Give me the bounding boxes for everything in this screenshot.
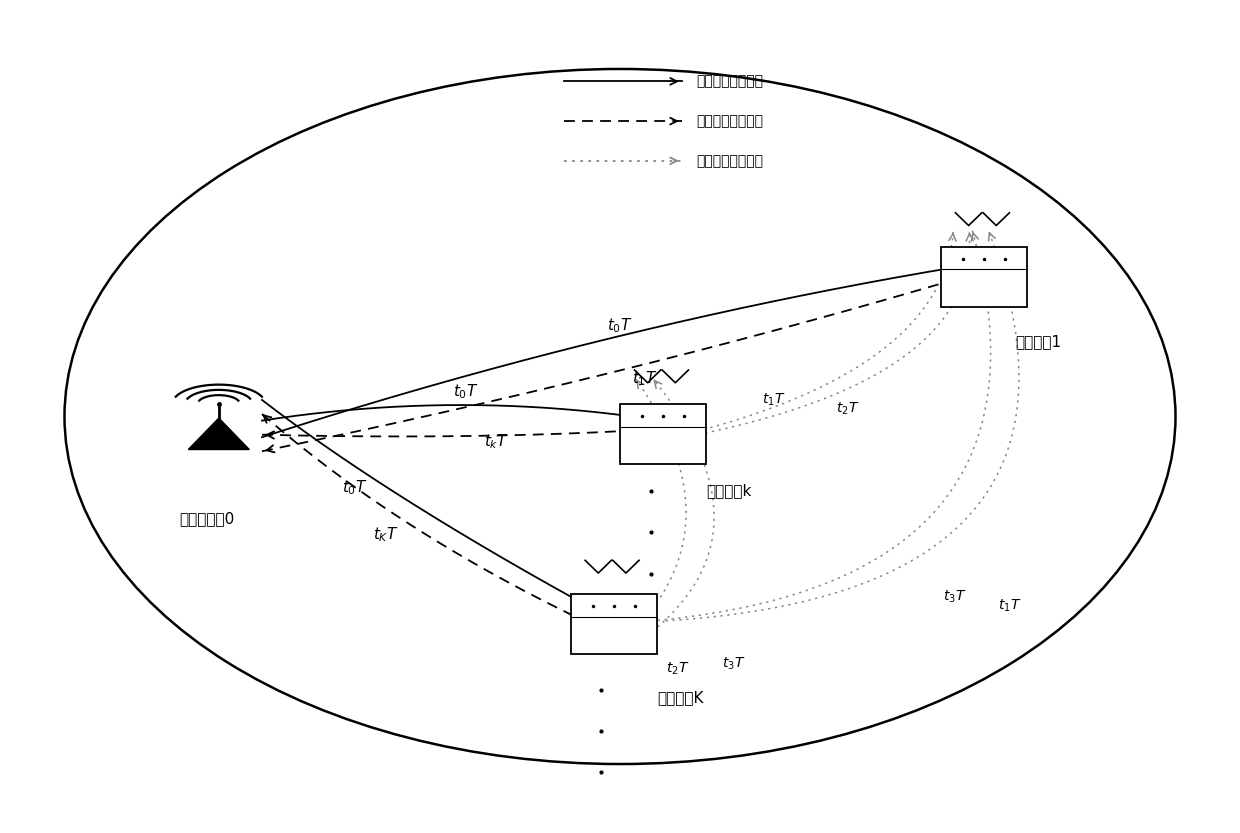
Text: $t_3T$: $t_3T$	[723, 656, 745, 671]
Text: $t_1T$: $t_1T$	[998, 597, 1021, 614]
Text: $t_0T$: $t_0T$	[608, 317, 632, 335]
FancyBboxPatch shape	[570, 594, 657, 654]
Text: $t_3T$: $t_3T$	[944, 588, 967, 605]
Text: $t_1T$: $t_1T$	[632, 369, 657, 388]
Text: $t_kT$: $t_kT$	[484, 432, 508, 451]
Text: $t_KT$: $t_KT$	[372, 525, 398, 544]
Text: $t_2T$: $t_2T$	[666, 661, 689, 677]
Text: $t_2T$: $t_2T$	[836, 401, 859, 416]
Text: $t_1T$: $t_1T$	[761, 392, 785, 408]
FancyBboxPatch shape	[620, 404, 707, 464]
Polygon shape	[188, 418, 249, 450]
Text: 用户节点K: 用户节点K	[657, 691, 703, 706]
Text: 下行链路能量采集: 下行链路能量采集	[697, 74, 764, 88]
Text: $t_0T$: $t_0T$	[453, 382, 479, 401]
Text: 上行链路信息传输: 上行链路信息传输	[697, 114, 764, 128]
Text: 上行链路能量采集: 上行链路能量采集	[697, 154, 764, 167]
FancyBboxPatch shape	[941, 247, 1028, 307]
Text: $t_0T$: $t_0T$	[342, 479, 367, 497]
Text: 用户节点k: 用户节点k	[707, 483, 751, 498]
Text: 用户节点1: 用户节点1	[1016, 335, 1061, 350]
Text: 综合接入点0: 综合接入点0	[179, 511, 234, 526]
